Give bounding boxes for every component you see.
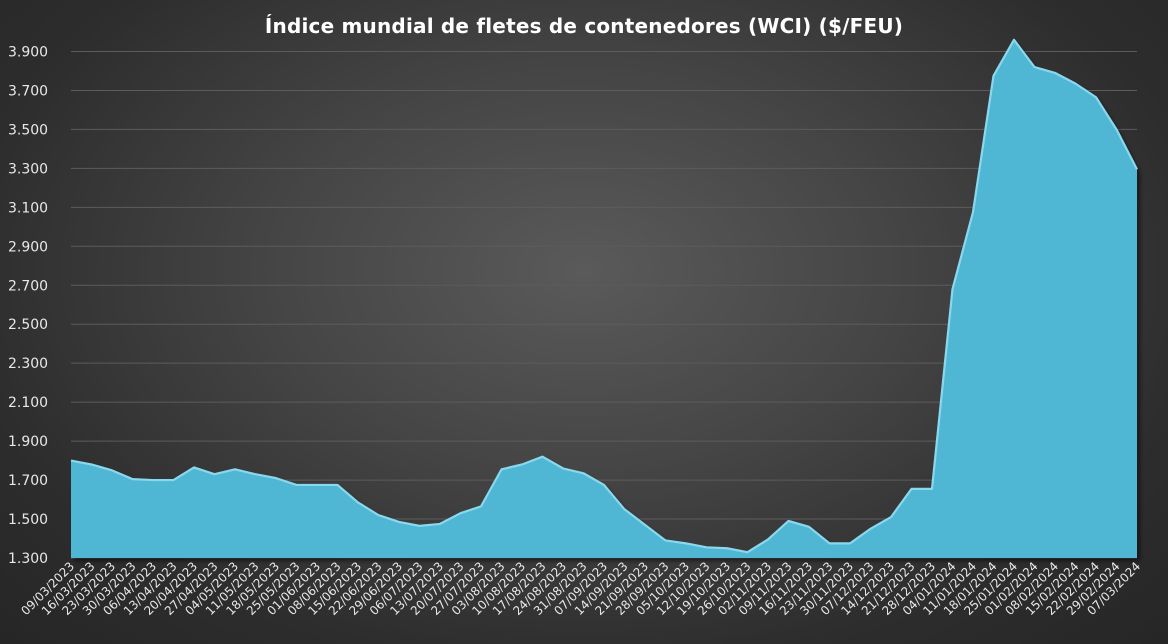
y-tick-label: 3.300 <box>8 161 48 177</box>
y-tick-label: 1.900 <box>8 434 48 450</box>
y-tick-label: 2.500 <box>8 317 48 333</box>
y-tick-label: 1.500 <box>8 512 48 528</box>
chart-title: Índice mundial de fletes de contenedores… <box>264 14 904 38</box>
y-tick-label: 2.700 <box>8 278 48 294</box>
y-tick-label: 1.300 <box>8 551 48 567</box>
series-line <box>70 38 1138 554</box>
series-area <box>71 39 1137 559</box>
y-tick-label: 2.100 <box>8 395 48 411</box>
y-tick-label: 2.900 <box>8 239 48 255</box>
y-tick-label: 1.700 <box>8 473 48 489</box>
y-tick-label: 3.500 <box>8 122 48 138</box>
y-tick-label: 3.700 <box>8 83 48 99</box>
y-tick-label: 3.900 <box>8 44 48 60</box>
y-tick-label: 3.100 <box>8 200 48 216</box>
y-tick-label: 2.300 <box>8 356 48 372</box>
